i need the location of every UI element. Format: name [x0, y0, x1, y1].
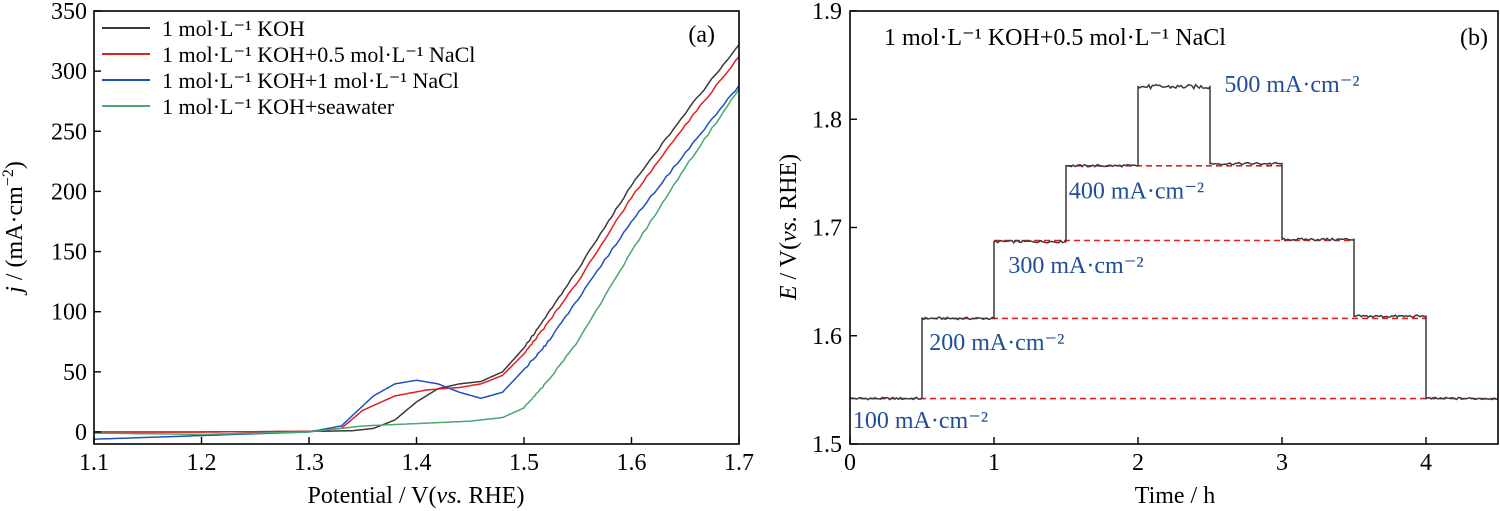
current-density-label: 100 mA·cm⁻²: [853, 408, 988, 434]
panel-b-plot-frame: [849, 10, 1499, 445]
panel-a-x-tick-label: 1.1: [79, 450, 109, 476]
panel-b-label: (b): [1460, 25, 1488, 51]
panel-a-y-tick-label: 150: [51, 240, 87, 266]
potential-trace: [850, 83, 1498, 401]
legend-entry: 1 mol·L⁻¹ KOH+seawater: [162, 94, 395, 119]
panel-a-label: (a): [688, 22, 715, 48]
panel-a-y-tick-label: 0: [75, 420, 87, 446]
panel-a-x-tick-label: 1.6: [617, 450, 647, 476]
panel-a-x-tick-label: 1.4: [402, 450, 432, 476]
panel-b-x-tick-label: 0: [844, 450, 856, 476]
current-density-label: 500 mA·cm⁻²: [1224, 72, 1359, 98]
panel-b-y-tick-label: 1.8: [812, 107, 842, 133]
panel-b-y-tick-label: 1.5: [812, 432, 842, 458]
panel-b-y-tick-label: 1.7: [812, 216, 842, 242]
legend-entry: 1 mol·L⁻¹ KOH+0.5 mol·L⁻¹ NaCl: [162, 42, 475, 67]
panel-a-y-tick-label: 100: [51, 300, 87, 326]
panel-b-chart: 0 1 2 3 4 1.5 1.6 1.7 1.8 1.9 100 mA·cm⁻² 200 mA·…: [776, 0, 1499, 509]
panel-a-y-tick-label: 300: [51, 59, 87, 85]
legend-entry: 1 mol·L⁻¹ KOH+1 mol·L⁻¹ NaCl: [162, 68, 459, 93]
panel-b-x-tick-label: 3: [1276, 450, 1288, 476]
current-density-label: 300 mA·cm⁻²: [1008, 253, 1143, 279]
current-density-label: 400 mA·cm⁻²: [1069, 178, 1204, 204]
panel-b-x-tick-label: 4: [1420, 450, 1432, 476]
current-density-label: 200 mA·cm⁻²: [929, 330, 1064, 356]
panel-a-x-tick-label: 1.5: [509, 450, 539, 476]
panel-a-series-line: [94, 85, 739, 440]
panel-a-y-tick-label: 350: [51, 0, 87, 25]
panel-b-x-axis-label: Time / h: [1135, 483, 1215, 509]
panel-a-series-line: [94, 88, 739, 436]
panel-b-y-tick-label: 1.9: [812, 0, 842, 25]
panel-b-y-tick-label: 1.6: [812, 324, 842, 350]
panel-a-series-line: [94, 44, 739, 433]
panel-a-y-tick-label: 50: [63, 360, 87, 386]
panel-a-y-tick-label: 200: [51, 179, 87, 205]
panel-a-y-tick-label: 250: [51, 119, 87, 145]
panel-a-y-axis-label: j / (mA·cm−2): [0, 161, 28, 296]
panel-b-x-tick-label: 1: [988, 450, 1000, 476]
panel-b-x-tick-label: 2: [1132, 450, 1144, 476]
panel-a-chart: 1.1 1.2 1.3 1.4 1.5 1.6 1.7 0 50 100 150 200 250 300…: [0, 0, 754, 509]
panel-a-x-tick-label: 1.7: [724, 450, 754, 476]
panel-a-x-tick-label: 1.3: [294, 450, 324, 476]
panel-a-x-tick-label: 1.2: [187, 450, 217, 476]
panel-a-x-axis-label: Potential / V(vs. RHE): [308, 483, 525, 509]
panel-b-title: 1 mol·L⁻¹ KOH+0.5 mol·L⁻¹ NaCl: [884, 25, 1226, 51]
legend-entry: 1 mol·L⁻¹ KOH: [162, 16, 305, 41]
panel-b-y-axis-label: E / V(vs. RHE): [776, 154, 802, 301]
